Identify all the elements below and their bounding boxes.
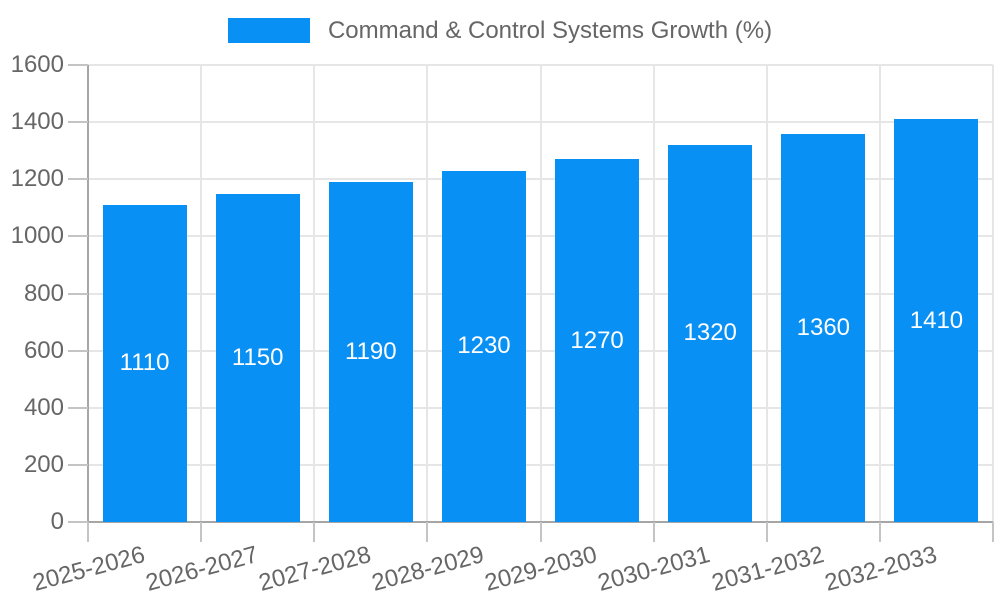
bar-2025-2026[interactable] — [102, 204, 187, 522]
x-gridline — [992, 65, 994, 522]
x-tick-mark — [992, 522, 994, 542]
y-tick-mark — [68, 463, 88, 466]
bar-value-label: 1360 — [796, 313, 851, 341]
legend-swatch-icon — [227, 18, 310, 43]
y-tick-mark — [68, 349, 88, 352]
bar-2032-2033[interactable] — [894, 119, 979, 522]
bar-2031-2032[interactable] — [781, 133, 866, 522]
y-tick-mark — [68, 235, 88, 238]
x-tick-mark — [878, 522, 881, 542]
x-gridline — [539, 65, 542, 522]
x-gridline — [765, 65, 768, 522]
x-tick-mark — [313, 522, 316, 542]
x-tick-label: 2025-2026 — [29, 541, 148, 597]
bar-2030-2031[interactable] — [668, 144, 753, 522]
y-tick-label: 600 — [23, 336, 64, 364]
x-gridline — [200, 65, 203, 522]
y-axis-line — [87, 65, 89, 522]
x-gridline — [878, 65, 881, 522]
bar-value-label: 1410 — [909, 306, 964, 334]
x-tick-label: 2027-2028 — [255, 541, 374, 597]
bar-value-label: 1320 — [683, 319, 737, 347]
y-tick-mark — [68, 121, 88, 124]
y-tick-mark — [68, 521, 88, 523]
x-tick-mark — [200, 522, 203, 542]
bar-2029-2030[interactable] — [555, 159, 640, 522]
x-tick-mark — [765, 522, 768, 542]
x-tick-label: 2031-2032 — [708, 541, 827, 597]
y-tick-mark — [68, 292, 88, 295]
bar-2026-2027[interactable] — [215, 193, 300, 522]
y-tick-label: 200 — [23, 450, 64, 478]
bar-value-label: 1150 — [231, 343, 284, 371]
bar-value-label: 1110 — [119, 349, 170, 377]
y-tick-label: 1200 — [10, 165, 64, 193]
x-tick-label: 2032-2033 — [821, 541, 940, 597]
chart-legend[interactable]: Command & Control Systems Growth (%) — [0, 18, 1000, 43]
y-tick-label: 1400 — [10, 108, 64, 136]
y-tick-mark — [68, 64, 88, 66]
bar-2028-2029[interactable] — [441, 170, 526, 522]
x-gridline — [426, 65, 429, 522]
x-tick-mark — [426, 522, 429, 542]
y-tick-label: 400 — [23, 393, 64, 421]
y-tick-mark — [68, 406, 88, 409]
x-gridline — [652, 65, 655, 522]
y-tick-label: 1000 — [10, 222, 64, 250]
y-tick-label: 800 — [23, 279, 64, 307]
bar-value-label: 1270 — [570, 326, 624, 354]
x-tick-label: 2030-2031 — [595, 541, 714, 597]
x-tick-mark — [652, 522, 655, 542]
bar-value-label: 1190 — [345, 338, 397, 366]
x-gridline — [313, 65, 316, 522]
x-tick-label: 2029-2030 — [482, 541, 601, 597]
bar-value-label: 1230 — [457, 332, 511, 360]
x-tick-mark — [539, 522, 542, 542]
bar-2027-2028[interactable] — [328, 182, 413, 522]
y-tick-label: 1600 — [10, 51, 64, 78]
x-tick-label: 2026-2027 — [142, 541, 261, 597]
x-tick-mark — [87, 522, 89, 542]
x-tick-label: 2028-2029 — [369, 541, 487, 597]
y-tick-label: 0 — [50, 508, 64, 535]
y-tick-mark — [68, 178, 88, 181]
legend-label: Command & Control Systems Growth (%) — [327, 17, 773, 44]
